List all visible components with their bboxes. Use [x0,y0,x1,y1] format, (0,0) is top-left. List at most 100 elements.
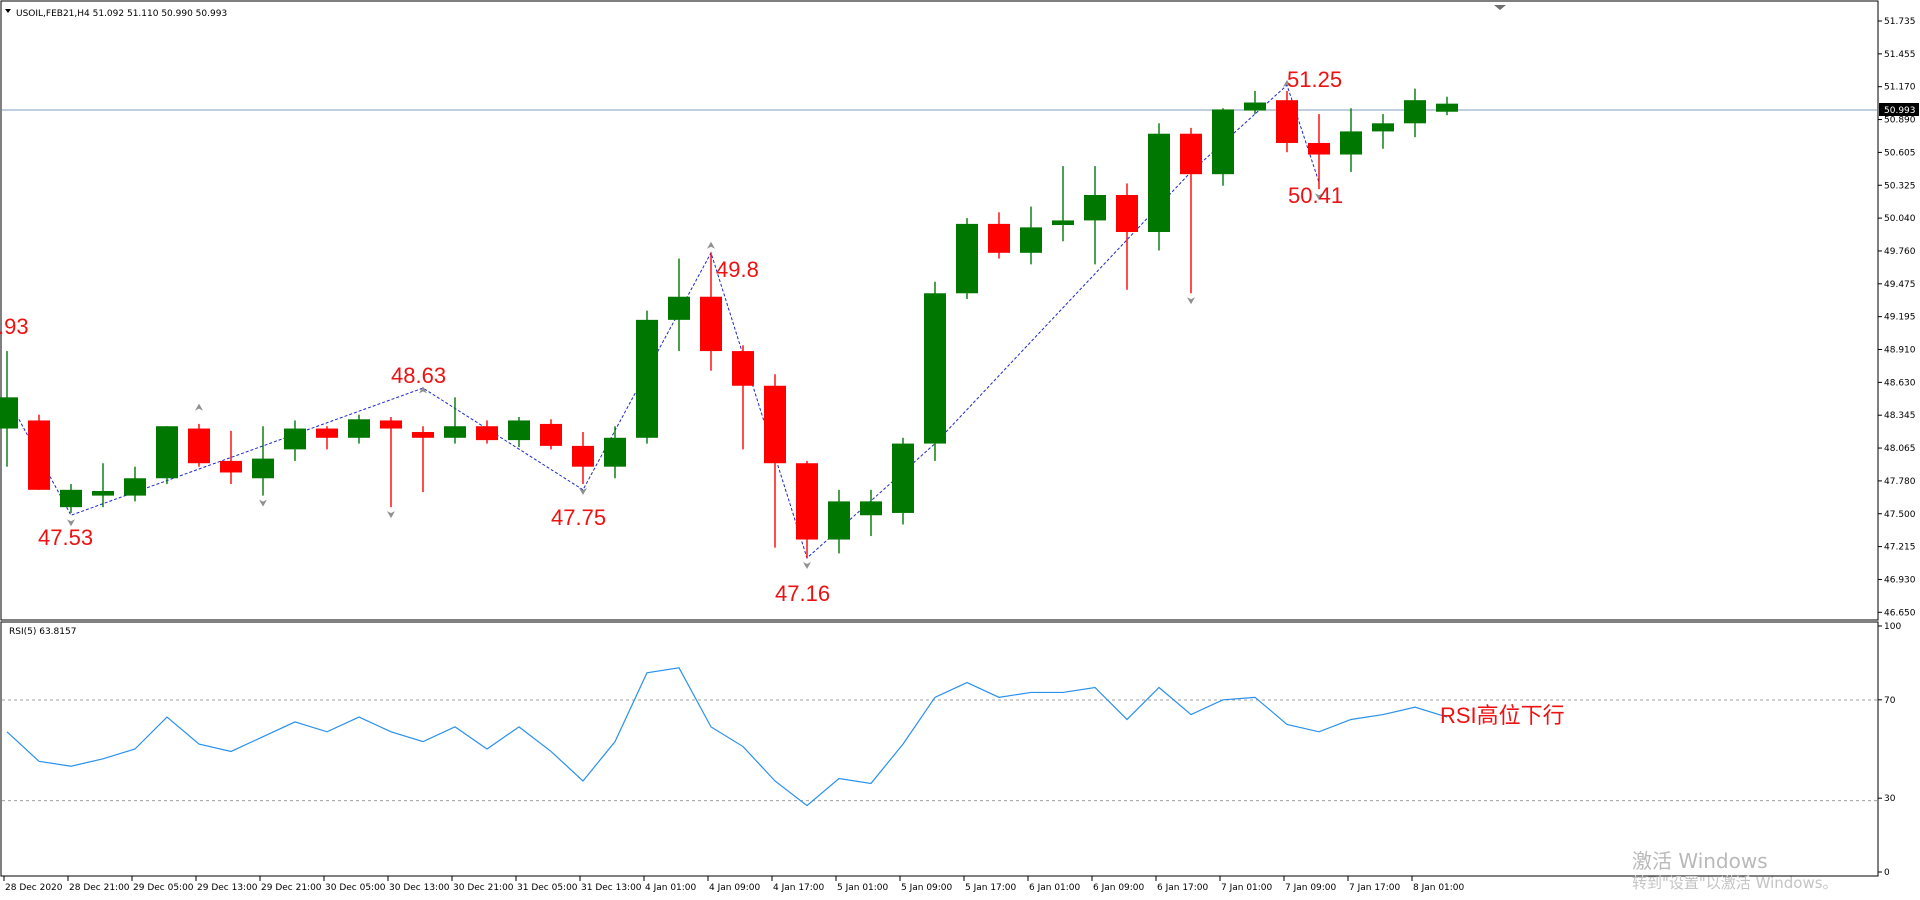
rsi-header: RSI(5) 63.8157 [9,627,76,637]
time-tick-label: 31 Dec 05:00 [517,883,578,893]
candle-body[interactable] [1436,103,1458,112]
candle-body[interactable] [1148,133,1170,232]
time-tick-label: 30 Dec 13:00 [389,883,450,893]
candle-body[interactable] [476,426,498,441]
candle-body[interactable] [1212,109,1234,175]
candle-body[interactable] [764,385,786,464]
candle-body[interactable] [604,437,626,467]
time-tick-label: 7 Jan 17:00 [1349,883,1401,893]
time-tick-label: 6 Jan 17:00 [1157,883,1209,893]
price-tick-label: 47.500 [1884,510,1916,520]
windows-activation-subtitle: 转到"设置"以激活 Windows。 [1632,874,1838,892]
fractal-up-icon [1283,79,1291,87]
fractal-down-icon [803,562,811,570]
candle-body[interactable] [1052,220,1074,226]
candle-body[interactable] [732,351,754,386]
price-tick-label: 51.735 [1884,17,1916,27]
candle-body[interactable] [156,426,178,479]
fractal-up-icon [195,403,203,411]
candle-body[interactable] [572,445,594,467]
candle-body[interactable] [1340,131,1362,155]
shift-marker-icon[interactable] [1494,5,1506,10]
price-tick-label: 47.215 [1884,543,1916,553]
time-tick-label: 30 Dec 21:00 [453,883,514,893]
candle-body[interactable] [1116,194,1138,232]
candle-body[interactable] [828,501,850,540]
candle-body[interactable] [636,319,658,438]
candle-body[interactable] [1276,100,1298,143]
candle-body[interactable] [700,296,722,352]
rsi-line [6,667,1448,807]
candle-body[interactable] [796,463,818,540]
rsi-tick-label: 30 [1884,794,1896,804]
rsi-pane-frame[interactable] [0,621,1879,877]
candle-body[interactable] [92,490,114,496]
candle-body[interactable] [60,489,82,508]
candle-body[interactable] [220,460,242,473]
rsi-series [6,667,1448,807]
price-axis: 51.735 51.455 51.170 50.890 50.605 50.325 50.0… [1878,17,1916,618]
fractal-down-icon [1187,297,1195,305]
candle-body[interactable] [668,296,690,320]
candle-body[interactable] [252,458,274,479]
candle-body[interactable] [124,478,146,496]
fractal-down-icon [387,511,395,519]
candle-body[interactable] [892,443,914,513]
rsi-tick-label: 100 [1884,622,1901,632]
price-tick-label: 50.040 [1884,214,1916,224]
candle-body[interactable] [1372,123,1394,132]
candle-body[interactable] [540,423,562,446]
time-tick-label: 4 Jan 01:00 [645,883,697,893]
fractal-down-icon [1315,193,1323,201]
price-tick-label: 49.475 [1884,280,1916,290]
triangle-down-icon[interactable] [5,9,11,13]
time-tick-label: 29 Dec 21:00 [261,883,322,893]
time-tick-label: 31 Dec 13:00 [581,883,642,893]
price-tick-label: 50.325 [1884,181,1916,191]
price-tick-label: 49.760 [1884,247,1916,257]
candle-body[interactable] [188,428,210,464]
candle-body[interactable] [508,420,530,441]
candle-body[interactable] [284,428,306,450]
fractal-down-icon [67,519,75,527]
price-tick-label: 48.345 [1884,411,1916,421]
candle-body[interactable] [412,432,434,438]
candle-body[interactable] [956,223,978,294]
price-tick-label: 46.650 [1884,608,1916,618]
candle-body[interactable] [0,397,18,429]
current-price-label: 50.993 [1884,106,1916,116]
price-tick-label: 48.065 [1884,444,1916,454]
fractal-markers [67,79,1323,570]
candle-body[interactable] [28,420,50,490]
candle-body[interactable] [1308,142,1330,155]
time-tick-label: 5 Jan 17:00 [965,883,1017,893]
price-tick-label: 51.170 [1884,83,1916,93]
candle-body[interactable] [444,426,466,438]
candle-body[interactable] [348,419,370,438]
time-tick-label: 28 Dec 21:00 [69,883,130,893]
time-tick-label: 6 Jan 09:00 [1093,883,1145,893]
candle-body[interactable] [1180,133,1202,175]
time-tick-label: 5 Jan 09:00 [901,883,953,893]
current-price-box [1879,103,1919,116]
annotation-high-48-63: 48.63 [391,363,446,388]
candle-body[interactable] [1084,194,1106,221]
time-tick-label: 29 Dec 05:00 [133,883,194,893]
price-tick-label: 48.630 [1884,378,1916,388]
candle-body[interactable] [860,501,882,516]
price-tick-label: 51.455 [1884,50,1916,60]
price-tick-label: 50.890 [1884,116,1916,126]
time-tick-label: 4 Jan 09:00 [709,883,761,893]
fractal-down-icon [259,499,267,507]
candle-body[interactable] [316,428,338,438]
price-tick-label: 46.930 [1884,575,1916,585]
candle-body[interactable] [1244,102,1266,111]
time-tick-label: 29 Dec 13:00 [197,883,258,893]
candle-body[interactable] [1020,227,1042,253]
candle-body[interactable] [924,293,946,444]
annotation-partial-high: .93 [0,314,29,339]
fractal-down-icon [579,488,587,496]
candle-body[interactable] [380,420,402,429]
candle-body[interactable] [988,223,1010,253]
candle-body[interactable] [1404,100,1426,124]
